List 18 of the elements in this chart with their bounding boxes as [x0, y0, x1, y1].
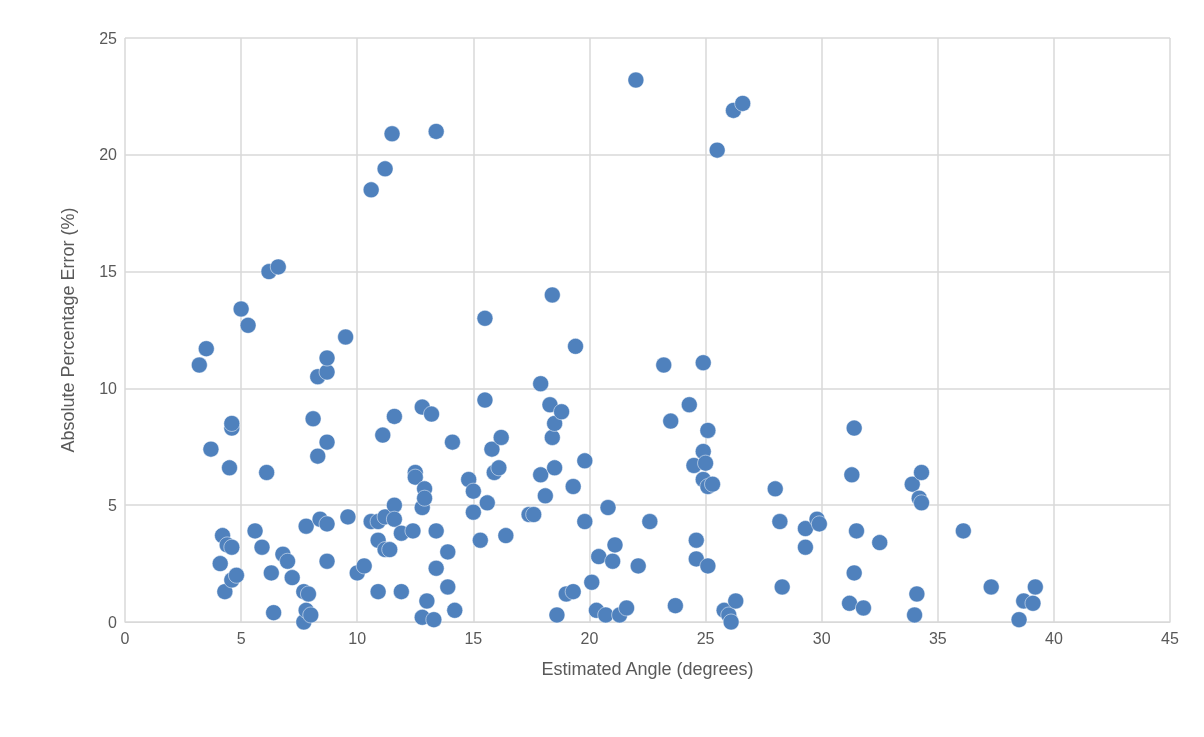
- y-tick-label: 25: [99, 29, 118, 47]
- x-tick-label: 15: [464, 629, 483, 647]
- x-tick-label: 45: [1161, 629, 1179, 647]
- y-tick-label: 0: [108, 613, 118, 631]
- y-tick-label: 5: [108, 496, 118, 514]
- y-axis-title: Absolute Percentage Error (%): [58, 207, 78, 453]
- x-tick-label: 30: [812, 629, 831, 647]
- x-tick-label: 0: [120, 629, 130, 647]
- y-tick-label: 20: [99, 146, 118, 164]
- x-tick-label: 20: [580, 629, 599, 647]
- y-tick-label: 15: [99, 263, 118, 281]
- x-tick-label: 10: [348, 629, 367, 647]
- x-axis-title: Estimated Angle (degrees): [541, 659, 754, 679]
- x-tick-label: 40: [1044, 629, 1063, 647]
- x-tick-label: 35: [928, 629, 947, 647]
- x-tick-label: 25: [696, 629, 715, 647]
- y-tick-label: 10: [99, 379, 118, 397]
- x-tick-label: 5: [236, 629, 246, 647]
